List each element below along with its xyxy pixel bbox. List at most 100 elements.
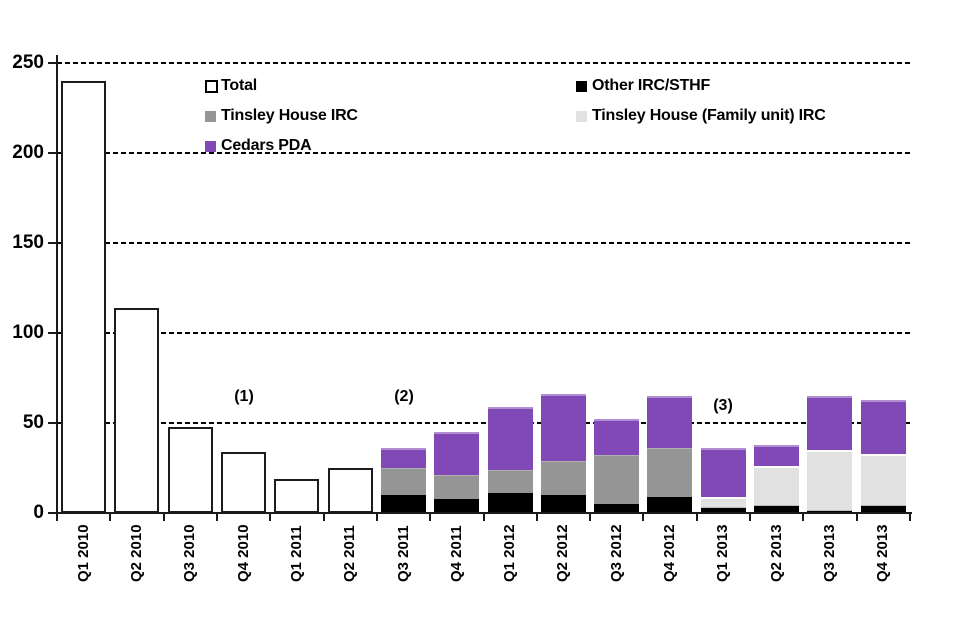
- x-axis-label-q1-2011: Q1 2011: [288, 525, 305, 582]
- chart-legend-right-column: Other IRC/STHF Tinsley House (Family uni…: [576, 71, 826, 131]
- y-axis-tick-50: [48, 422, 56, 424]
- legend-swatch-cedars-pda: [205, 140, 216, 152]
- annotation-1: (1): [234, 388, 254, 405]
- segment-tinsley-house-family-unit-irc: [807, 450, 852, 511]
- x-axis-label-q2-2011: Q2 2011: [341, 525, 358, 582]
- gridline-50: [57, 422, 910, 424]
- x-axis-tick-5: [323, 514, 325, 521]
- y-axis-tick-label-250: 250: [12, 52, 44, 73]
- x-axis-label-q1-2012: Q1 2012: [501, 524, 518, 582]
- segment-cedars-pda: [541, 394, 586, 461]
- segment-other-irc-sthf: [647, 497, 692, 513]
- legend-label-other-irc-sthf: Other IRC/STHF: [592, 77, 711, 94]
- segment-tinsley-house-family-unit-irc: [754, 466, 799, 506]
- gridline-100: [57, 332, 910, 334]
- legend-swatch-other-irc-sthf: [576, 80, 587, 92]
- segment-tinsley-house-family-unit-irc: [861, 454, 906, 506]
- y-axis-tick-label-150: 150: [12, 232, 44, 253]
- segment-cedars-pda: [647, 396, 692, 448]
- x-axis-tick-7: [429, 514, 431, 521]
- annotation-3: (3): [713, 397, 733, 414]
- gridline-200: [57, 152, 910, 154]
- x-axis-tick-9: [536, 514, 538, 521]
- x-axis-tick-11: [642, 514, 644, 521]
- x-axis-label-q1-2010: Q1 2010: [75, 524, 92, 582]
- segment-total: [168, 427, 213, 513]
- segment-other-irc-sthf: [488, 493, 533, 513]
- segment-other-irc-sthf: [381, 495, 426, 513]
- x-axis-tick-2: [163, 514, 165, 521]
- segment-cedars-pda: [488, 407, 533, 470]
- y-axis-tick-250: [48, 62, 56, 64]
- x-axis-label-q4-2013: Q4 2013: [874, 524, 891, 582]
- legend-item-other-irc-sthf: Other IRC/STHF: [576, 71, 826, 101]
- y-axis-tick-100: [48, 332, 56, 334]
- segment-total: [328, 468, 373, 513]
- segment-tinsley-house-irc: [647, 448, 692, 497]
- y-axis-tick-label-50: 50: [22, 412, 44, 433]
- segment-cedars-pda: [594, 419, 639, 455]
- segment-other-irc-sthf: [754, 506, 799, 513]
- segment-tinsley-house-irc: [434, 475, 479, 499]
- legend-swatch-total: [205, 79, 218, 93]
- segment-other-irc-sthf: [594, 504, 639, 513]
- legend-label-tinsley-house-family-unit-irc: Tinsley House (Family unit) IRC: [592, 107, 826, 124]
- x-axis-tick-16: [909, 514, 911, 521]
- segment-other-irc-sthf: [541, 495, 586, 513]
- x-axis-tick-10: [589, 514, 591, 521]
- segment-cedars-pda: [807, 396, 852, 450]
- x-axis-tick-15: [856, 514, 858, 521]
- segment-other-irc-sthf: [701, 508, 746, 513]
- gridline-250: [57, 62, 910, 64]
- legend-item-tinsley-house-irc: Tinsley House IRC: [205, 101, 358, 131]
- legend-swatch-tinsley-house-family-unit-irc: [576, 110, 587, 122]
- x-axis-label-q4-2010: Q4 2010: [235, 524, 252, 582]
- y-axis-tick-150: [48, 242, 56, 244]
- segment-cedars-pda: [381, 448, 426, 468]
- y-axis-tick-0: [48, 512, 56, 514]
- segment-total: [274, 479, 319, 513]
- y-axis-tick-200: [48, 152, 56, 154]
- x-axis-label-q1-2013: Q1 2013: [714, 524, 731, 582]
- x-axis-tick-8: [483, 514, 485, 521]
- segment-other-irc-sthf: [861, 506, 906, 513]
- annotation-2: (2): [394, 388, 414, 405]
- segment-tinsley-house-irc: [594, 455, 639, 504]
- segment-cedars-pda: [701, 448, 746, 497]
- legend-label-cedars-pda: Cedars PDA: [221, 137, 312, 154]
- legend-item-total: Total: [205, 71, 358, 101]
- x-axis-label-q2-2010: Q2 2010: [128, 524, 145, 582]
- x-axis-label-q3-2010: Q3 2010: [181, 524, 198, 582]
- segment-total: [114, 308, 159, 513]
- segment-tinsley-house-irc: [488, 470, 533, 493]
- x-axis-tick-1: [109, 514, 111, 521]
- x-axis: [49, 512, 912, 514]
- x-axis-tick-12: [696, 514, 698, 521]
- segment-tinsley-house-irc: [381, 468, 426, 495]
- y-axis-tick-label-100: 100: [12, 322, 44, 343]
- legend-label-tinsley-house-irc: Tinsley House IRC: [221, 107, 358, 124]
- x-axis-tick-14: [802, 514, 804, 521]
- gridline-150: [57, 242, 910, 244]
- segment-cedars-pda: [434, 432, 479, 475]
- x-axis-tick-6: [376, 514, 378, 521]
- segment-total: [221, 452, 266, 513]
- x-axis-label-q3-2013: Q3 2013: [821, 524, 838, 582]
- x-axis-tick-13: [749, 514, 751, 521]
- y-axis: [56, 55, 58, 516]
- x-axis-label-q3-2012: Q3 2012: [608, 524, 625, 582]
- legend-label-total: Total: [221, 77, 258, 94]
- segment-tinsley-house-family-unit-irc: [701, 497, 746, 508]
- segment-cedars-pda: [754, 445, 799, 466]
- x-axis-tick-4: [269, 514, 271, 521]
- chart-legend-left-column: Total Tinsley House IRC Cedars PDA: [205, 71, 358, 161]
- x-axis-label-q3-2011: Q3 2011: [395, 525, 412, 582]
- y-axis-tick-label-200: 200: [12, 142, 44, 163]
- legend-item-tinsley-house-family-unit-irc: Tinsley House (Family unit) IRC: [576, 101, 826, 131]
- legend-item-cedars-pda: Cedars PDA: [205, 131, 358, 161]
- segment-other-irc-sthf: [434, 499, 479, 513]
- y-axis-tick-label-0: 0: [33, 502, 44, 523]
- x-axis-tick-3: [216, 514, 218, 521]
- x-axis-tick-0: [56, 514, 58, 521]
